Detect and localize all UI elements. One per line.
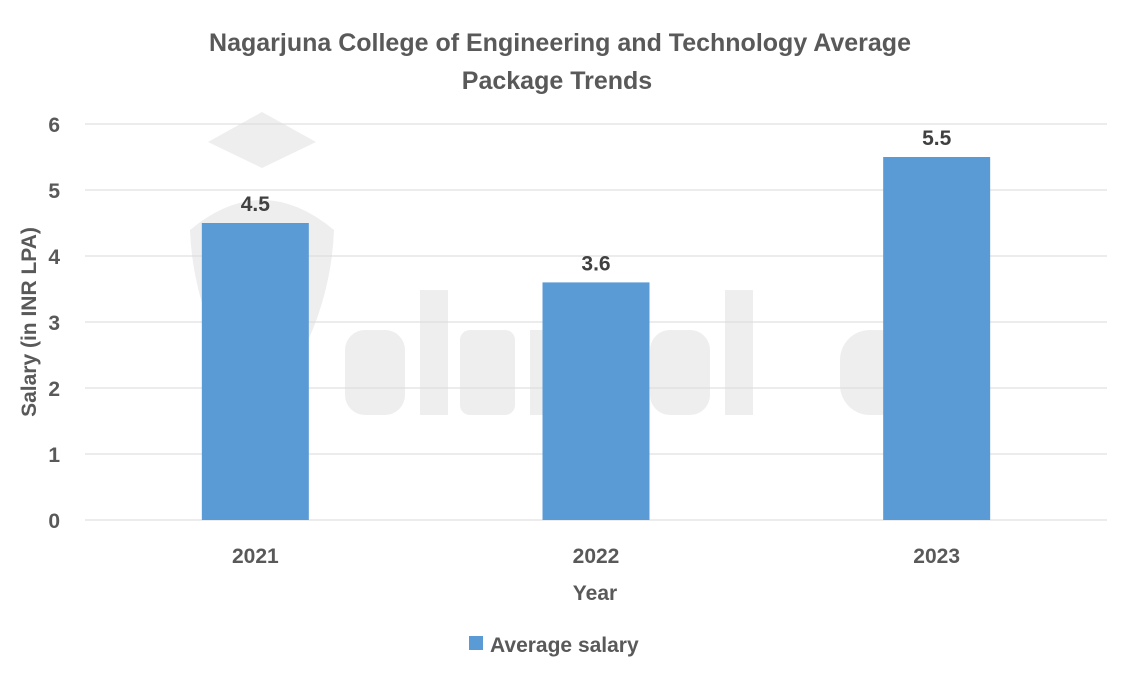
y-tick-label: 1 bbox=[48, 444, 60, 467]
x-tick-label: 2021 bbox=[232, 545, 279, 568]
legend-swatch bbox=[469, 636, 483, 650]
chart-title-line-2: Package Trends bbox=[462, 67, 652, 95]
watermark-letter-shape bbox=[420, 290, 448, 415]
y-tick-label: 0 bbox=[48, 510, 60, 533]
data-label: 5.5 bbox=[922, 127, 952, 150]
y-tick-label: 4 bbox=[48, 246, 60, 269]
graduation-cap-icon bbox=[208, 112, 316, 168]
watermark-letter-shape bbox=[650, 330, 710, 415]
x-axis-label: Year bbox=[573, 582, 617, 605]
bar-2023 bbox=[883, 157, 991, 520]
y-axis-label: Salary (in INR LPA) bbox=[18, 227, 41, 417]
x-tick-label: 2023 bbox=[913, 545, 960, 568]
y-tick-label: 5 bbox=[48, 180, 60, 203]
y-tick-label: 6 bbox=[48, 114, 60, 137]
chart-title-line-1: Nagarjuna College of Engineering and Tec… bbox=[209, 29, 911, 57]
y-tick-label: 2 bbox=[48, 378, 60, 401]
watermark-letter-shape bbox=[725, 290, 753, 415]
legend-label: Average salary bbox=[490, 634, 639, 657]
x-tick-label: 2022 bbox=[573, 545, 620, 568]
bar-2021 bbox=[201, 223, 309, 520]
data-label: 4.5 bbox=[241, 193, 271, 216]
data-label: 3.6 bbox=[581, 252, 610, 275]
watermark-letter-shape bbox=[460, 330, 515, 415]
y-tick-label: 3 bbox=[48, 312, 60, 335]
watermark-letter-shape bbox=[345, 330, 405, 415]
bar-2022 bbox=[542, 282, 650, 520]
